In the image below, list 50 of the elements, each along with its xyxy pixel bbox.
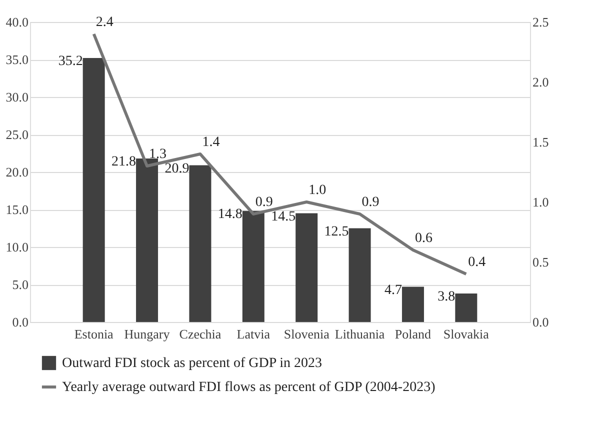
bar [189, 165, 212, 322]
x-tick-label: Estonia [74, 326, 114, 342]
x-tick-label: Poland [394, 326, 432, 342]
data-label: 1.4 [202, 135, 220, 150]
y-tick-label: 0.0 [12, 314, 28, 330]
legend-label: Outward FDI stock as percent of GDP in 2023 [62, 356, 322, 371]
data-label: 0.4 [468, 255, 486, 270]
x-tick-label: Czechia [179, 326, 222, 342]
data-label: 14.8 [218, 207, 242, 222]
data-label: 0.9 [362, 195, 380, 210]
data-label: 4.7 [384, 282, 402, 298]
data-label: 12.5 [324, 224, 349, 240]
y2-tick-label: 1.0 [532, 194, 549, 210]
bar [348, 228, 371, 322]
data-label: 14.5 [271, 209, 296, 224]
data-label: 21.8 [112, 154, 136, 170]
data-label: 35.2 [58, 54, 83, 69]
data-label: 1.0 [308, 183, 326, 198]
data-label: 0.9 [255, 195, 273, 210]
y-tick-label: 10.0 [6, 240, 28, 254]
y-tick-label: 30.0 [6, 90, 28, 104]
y2-tick-label: 1.5 [532, 134, 549, 150]
data-label: 3.8 [438, 290, 456, 304]
y2-tick-label: 0.0 [532, 314, 549, 330]
y2-tick-label: 2.5 [532, 14, 549, 30]
data-label: 20.9 [164, 161, 190, 176]
bar [82, 58, 105, 322]
legend-label: Yearly average outward FDI flows as percent of GDP (2004-2023) [62, 380, 436, 395]
data-label: 1.3 [149, 147, 167, 162]
bar [242, 211, 264, 322]
y-tick-label: 15.0 [6, 202, 28, 217]
x-tick-label: Hungary [124, 326, 170, 342]
x-tick-label: Slovakia [443, 326, 490, 342]
y-tick-label: 5.0 [12, 277, 28, 292]
data-label: 2.4 [96, 15, 114, 30]
bar [455, 294, 478, 322]
y-tick-label: 20.0 [6, 164, 28, 180]
x-tick-label: Lithuania [334, 326, 385, 342]
line-series [92, 32, 468, 276]
x-tick-label: Latvia [236, 326, 270, 342]
x-tick-label: Slovenia [284, 326, 330, 342]
y2-tick-label: 2.0 [532, 74, 549, 90]
y2-tick-label: 0.5 [532, 254, 549, 270]
y-tick-label: 35.0 [6, 52, 28, 67]
bar [136, 158, 158, 322]
bar [402, 286, 424, 322]
bar [296, 213, 318, 322]
y-tick-label: 40.0 [6, 14, 28, 30]
data-label: 0.6 [414, 231, 432, 246]
y-tick-label: 25.0 [6, 127, 28, 142]
